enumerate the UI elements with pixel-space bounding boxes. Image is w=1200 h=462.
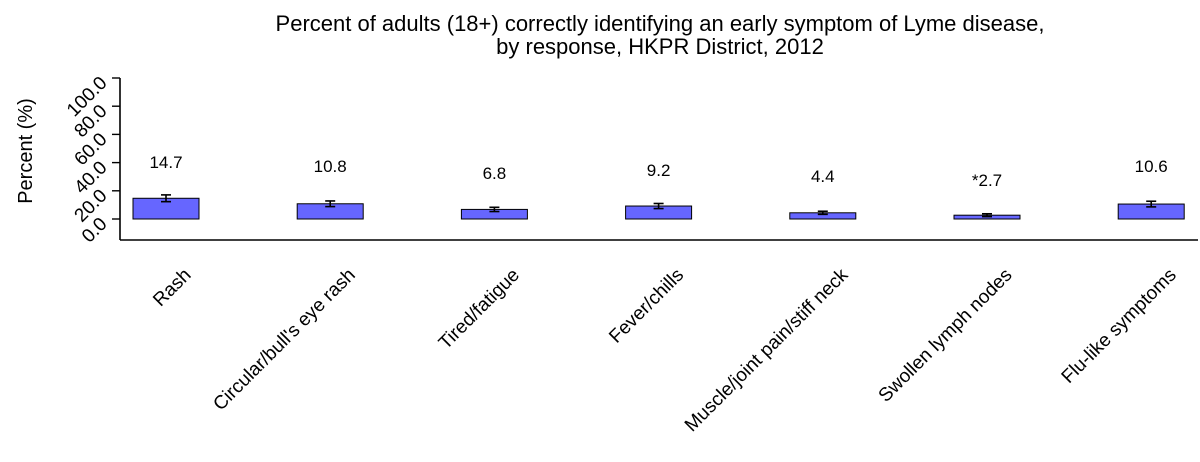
- category-label: Circular/bull's eye rash: [209, 265, 359, 415]
- category-label: Flu-like symptoms: [1058, 265, 1181, 388]
- value-label: 14.7: [149, 153, 182, 172]
- y-axis-label: Percent (%): [15, 98, 37, 204]
- error-bar: [489, 206, 500, 213]
- error-bar: [1146, 200, 1157, 208]
- error-bar: [982, 212, 992, 218]
- error-bar: [817, 210, 828, 216]
- error-bar: [161, 194, 171, 203]
- value-label: 4.4: [811, 167, 835, 186]
- category-label: Rash: [149, 265, 195, 311]
- category-label: Muscle/joint pain/stiff neck: [681, 264, 853, 436]
- chart-title-line-1: Percent of adults (18+) correctly identi…: [276, 11, 1045, 36]
- value-label: 10.6: [1135, 157, 1168, 176]
- error-bars: [161, 194, 1157, 218]
- value-label: 9.2: [647, 161, 671, 180]
- value-labels: 14.7 10.8 6.8 9.2 4.4 *2.7 10.6: [149, 153, 1167, 190]
- value-label: *2.7: [972, 171, 1002, 190]
- value-label: 6.8: [483, 164, 507, 183]
- category-labels: Rash Circular/bull's eye rash Tired/fatigu…: [149, 264, 1180, 436]
- category-label: Swollen lymph nodes: [875, 265, 1017, 407]
- chart-title-line-2: by response, HKPR District, 2012: [496, 34, 824, 59]
- error-bar: [653, 202, 664, 210]
- category-label: Tired/fatigue: [435, 265, 524, 354]
- error-bar: [325, 200, 336, 208]
- category-label: Fever/chills: [605, 265, 688, 348]
- value-label: 10.8: [314, 157, 347, 176]
- axes-lines: [119, 78, 1198, 241]
